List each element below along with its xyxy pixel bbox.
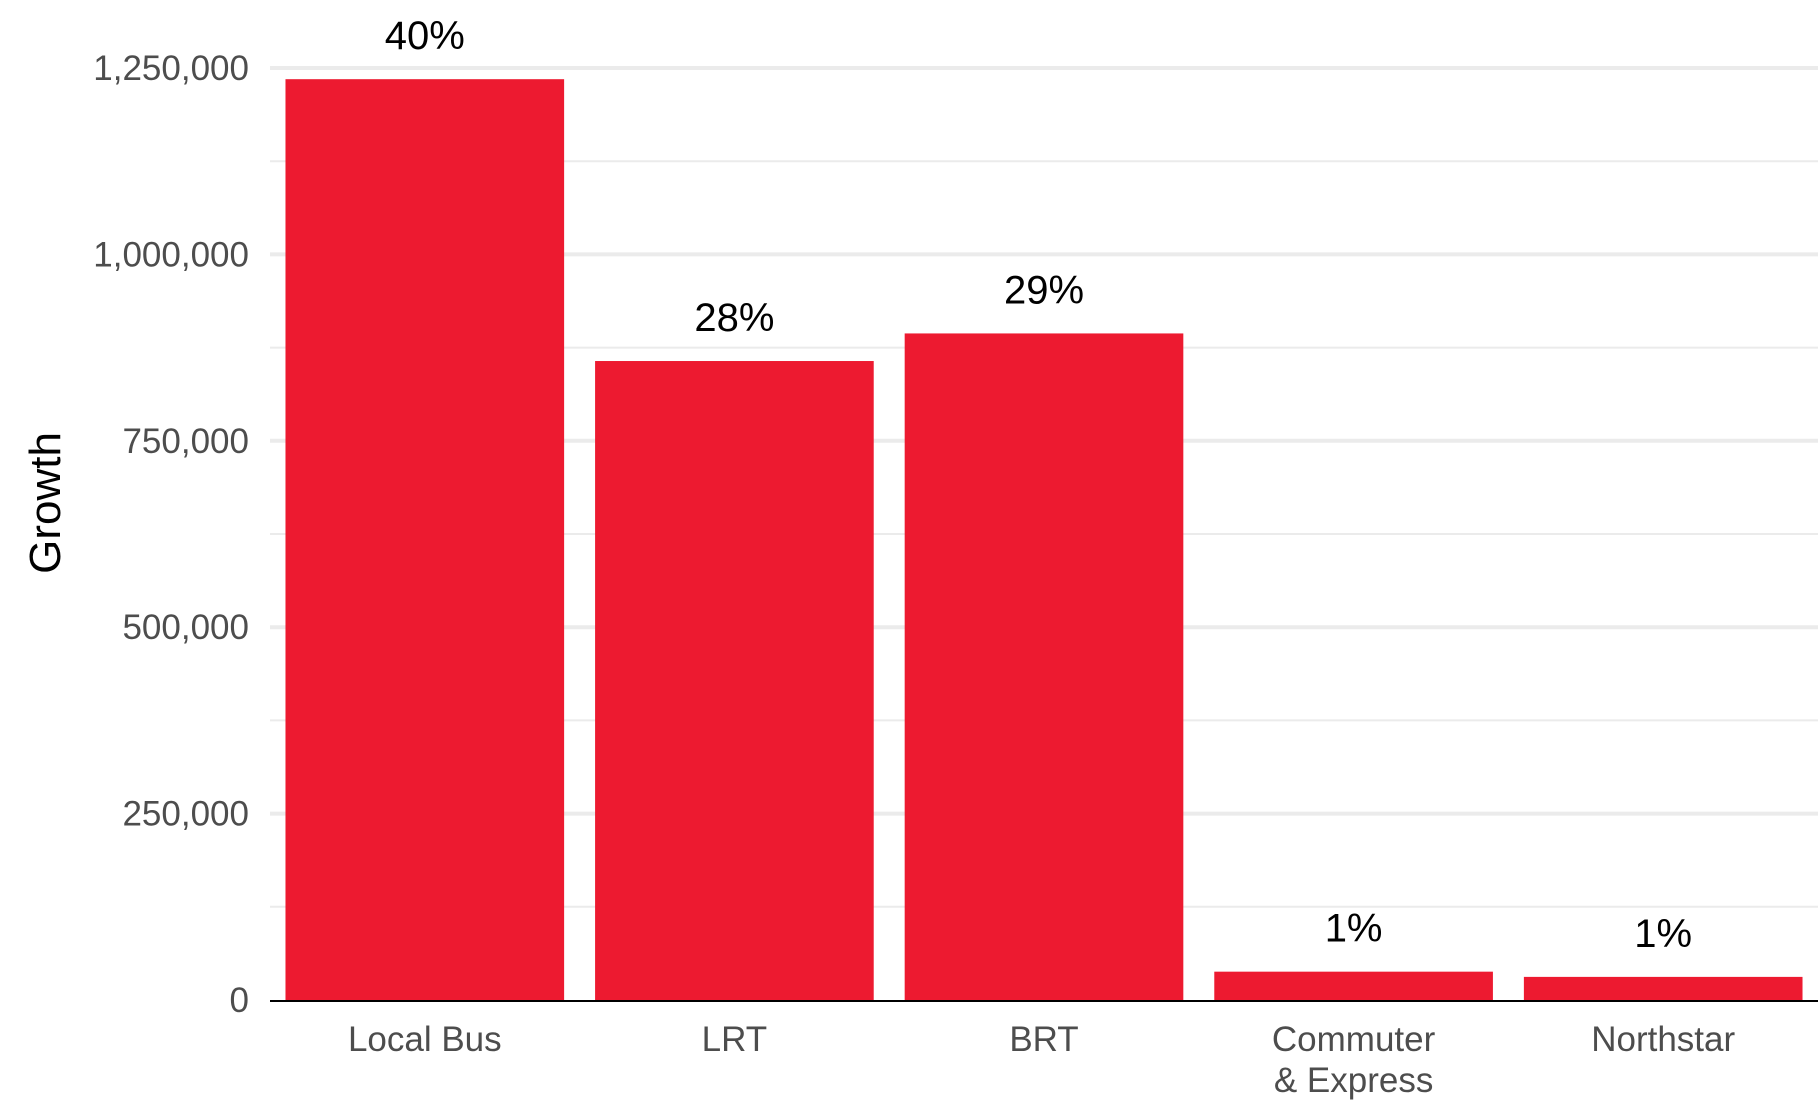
- x-tick-label: Local Bus: [348, 1020, 502, 1059]
- y-axis-tick-labels: 0 250,000 500,000 750,000 1,000,000 1,250,000: [93, 49, 249, 1020]
- bar-data-label: 40%: [385, 14, 465, 58]
- bars: [285, 79, 1803, 1000]
- x-tick-label: Commuter & Express: [1272, 1020, 1436, 1100]
- y-axis-title: Growth: [21, 432, 70, 574]
- bar-data-label: 28%: [694, 296, 774, 340]
- bar: [1214, 971, 1493, 1000]
- y-tick-label: 500,000: [122, 608, 249, 647]
- y-tick-label: 750,000: [122, 422, 249, 461]
- bar-data-label: 1%: [1325, 907, 1383, 951]
- bar-data-label: 29%: [1004, 268, 1084, 312]
- y-tick-label: 1,250,000: [93, 49, 249, 88]
- x-axis-tick-labels: Local Bus LRT BRT Commuter & Express Northsta…: [348, 1020, 1736, 1100]
- x-tick-label: BRT: [1009, 1020, 1078, 1059]
- y-tick-label: 250,000: [122, 795, 249, 834]
- y-tick-label: 0: [230, 981, 249, 1020]
- bar-data-label: 1%: [1634, 912, 1692, 956]
- bar-data-labels: 40% 28% 29% 1% 1%: [385, 14, 1692, 956]
- bar: [904, 333, 1184, 1000]
- bar: [595, 361, 874, 1000]
- x-tick-label: LRT: [702, 1020, 768, 1059]
- bar: [285, 79, 565, 1000]
- x-tick-label: Northstar: [1591, 1020, 1735, 1059]
- y-tick-label: 1,000,000: [93, 235, 249, 274]
- bar: [1523, 976, 1803, 1000]
